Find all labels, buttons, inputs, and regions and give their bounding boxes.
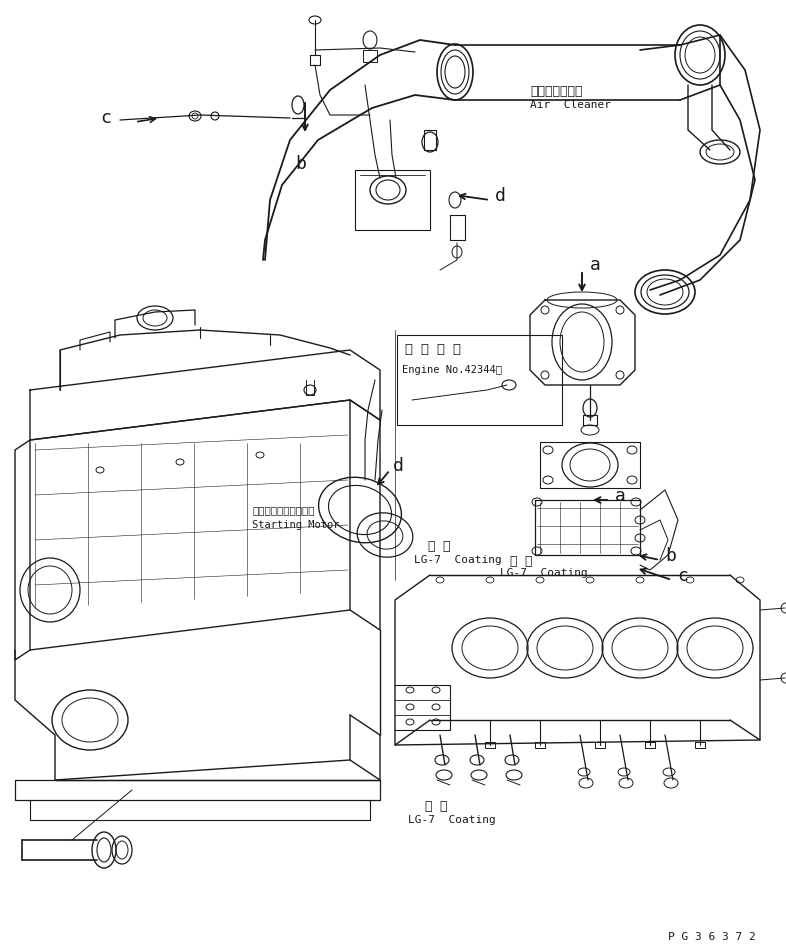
Text: LG-7  Coating: LG-7 Coating: [414, 555, 501, 565]
Bar: [397, 335, 562, 425]
Text: Starting Motor: Starting Motor: [252, 520, 340, 530]
Text: LG-7  Coating: LG-7 Coating: [408, 815, 496, 825]
Text: c: c: [677, 567, 688, 585]
Text: b: b: [665, 547, 676, 565]
Text: c: c: [100, 109, 111, 127]
Text: P G 3 6 3 7 2: P G 3 6 3 7 2: [668, 932, 756, 942]
Text: b: b: [295, 155, 306, 173]
Text: LG-7  Coating: LG-7 Coating: [500, 568, 588, 578]
Text: Engine No.42344～: Engine No.42344～: [402, 365, 502, 375]
Text: 適 用 号 機: 適 用 号 機: [405, 343, 461, 356]
Text: エアークリーナ: エアークリーナ: [530, 85, 582, 98]
Text: 塗 布: 塗 布: [428, 540, 450, 553]
Text: d: d: [393, 457, 404, 475]
Text: 塗 布: 塗 布: [425, 800, 447, 813]
Text: 塗 布: 塗 布: [510, 555, 532, 568]
Text: a: a: [615, 487, 626, 505]
Text: d: d: [495, 187, 506, 205]
Text: a: a: [590, 256, 601, 274]
Text: スターティングモータ: スターティングモータ: [252, 505, 314, 515]
Text: Air  Cleaner: Air Cleaner: [530, 100, 611, 110]
